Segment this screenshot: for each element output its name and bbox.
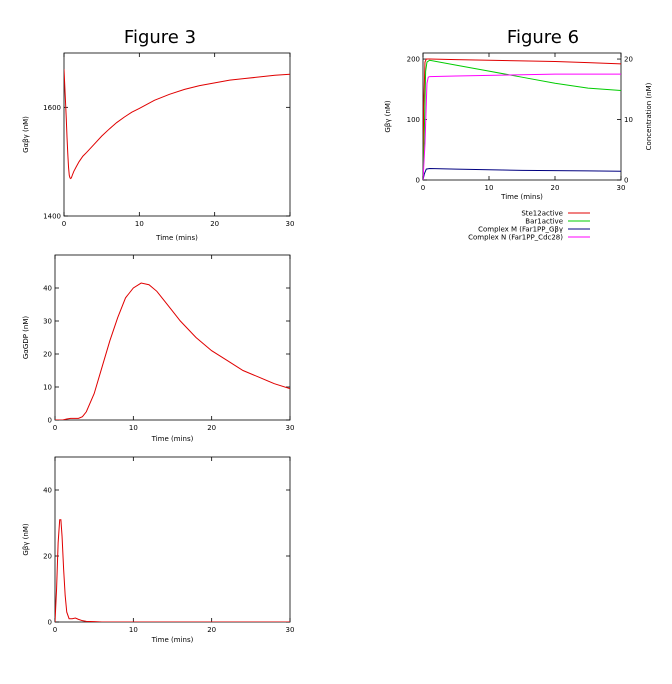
- x-tick-label: 10: [135, 220, 144, 228]
- x-tick-label: 20: [207, 626, 216, 634]
- y-tick-label: 30: [43, 318, 52, 326]
- x-tick-label: 30: [286, 626, 295, 634]
- y-tick-label: 0: [48, 417, 52, 425]
- figure-3-gbg-chart: 0 10 20 30 0 20 40 Time (mins) Gβγ (nM): [22, 456, 295, 644]
- series-line-0: [55, 519, 290, 622]
- x-tick-label: 10: [129, 424, 138, 432]
- plot-frame: [54, 456, 291, 623]
- legend-label: Ste12active: [521, 210, 563, 218]
- x-tick-label: 20: [551, 184, 560, 192]
- y-tick-label: 20: [43, 553, 52, 561]
- figure-6-title: Figure 6: [507, 27, 579, 48]
- y-axis-label: Gαβγ (nM): [22, 116, 30, 153]
- y-tick-label: 1600: [43, 104, 61, 112]
- series-line-0: [55, 282, 290, 420]
- series-line-ste12active: [423, 58, 621, 180]
- x-axis-label: Time (mins): [500, 193, 543, 201]
- y-tick-label: 0: [48, 619, 52, 627]
- y-tick-label: 10: [43, 384, 52, 392]
- plot-frame: [54, 254, 291, 421]
- plot-frame: [63, 52, 291, 217]
- y-axis-label: GαGDP (nM): [22, 316, 30, 360]
- figure-3-gagdp-chart: 0 10 20 30 0 10 20 30 40 Time (mins) GαGDP (nM): [22, 254, 295, 443]
- x-tick-label: 30: [286, 424, 295, 432]
- legend-label: Complex N (Far1PP_Cdc28): [468, 234, 563, 242]
- series-line-bar1active: [423, 59, 621, 180]
- x-tick-label: 0: [421, 184, 425, 192]
- x-tick-label: 20: [210, 220, 219, 228]
- y-tick-label: 0: [416, 177, 420, 185]
- figure-3-title: Figure 3: [124, 27, 196, 48]
- y-tick-label: 1400: [43, 213, 61, 221]
- legend-label: Complex M (Far1PP_Gβγ: [478, 226, 563, 234]
- y-tick-label: 200: [407, 56, 420, 64]
- y-axis-label: Gβγ (nM): [384, 100, 392, 132]
- x-tick-label: 10: [485, 184, 494, 192]
- x-tick-label: 0: [53, 424, 57, 432]
- y-tick-label: 40: [43, 285, 52, 293]
- x-tick-label: 0: [53, 626, 57, 634]
- plot-frame: [422, 52, 622, 181]
- x-axis-label: Time (mins): [151, 636, 194, 644]
- y-axis-label: Gβγ (nM): [22, 523, 30, 555]
- y-tick-label: 40: [43, 487, 52, 495]
- series-line-0: [64, 69, 290, 180]
- x-tick-label: 20: [207, 424, 216, 432]
- x-tick-label: 30: [286, 220, 295, 228]
- series-line-complex-n-far1pp-cdc28: [423, 73, 621, 180]
- x-axis-label: Time (mins): [155, 234, 198, 242]
- y2-tick-label: 10: [624, 116, 633, 124]
- figure-3-gabg-chart: 0 10 20 30 1400 1600 Time (mins) Gαβγ (nM): [22, 52, 295, 242]
- x-axis-label: Time (mins): [151, 435, 194, 443]
- legend-label: Bar1active: [525, 218, 563, 226]
- x-tick-label: 0: [62, 220, 66, 228]
- y2-axis-label: Concentration (nM): [645, 82, 653, 150]
- y2-tick-label: 20: [624, 56, 633, 64]
- y2-tick-label: 0: [624, 177, 628, 185]
- series-line-complex-m-far1pp-g: [423, 168, 621, 180]
- y-tick-label: 100: [407, 116, 420, 124]
- x-tick-label: 10: [129, 626, 138, 634]
- x-tick-label: 30: [617, 184, 626, 192]
- y-tick-label: 20: [43, 351, 52, 359]
